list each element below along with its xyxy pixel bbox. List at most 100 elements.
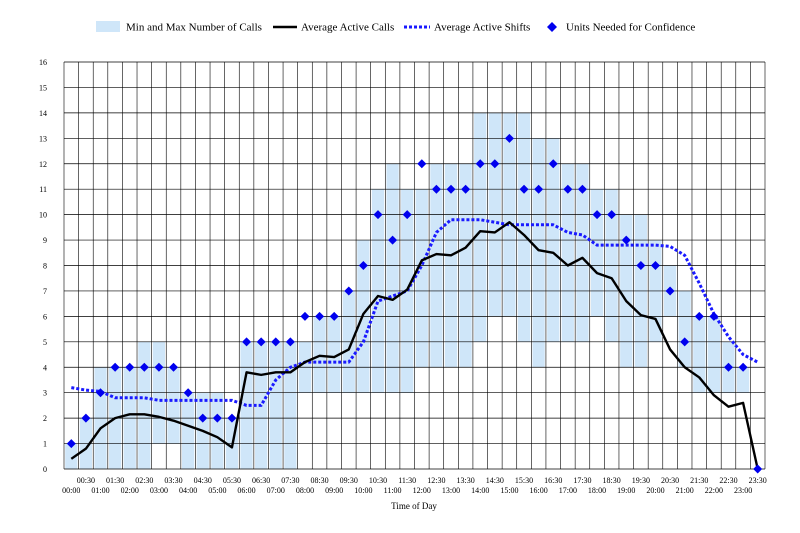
confidence-point bbox=[198, 413, 208, 423]
range-bar bbox=[736, 367, 750, 393]
x-tick-label: 12:00 bbox=[413, 486, 431, 495]
confidence-point bbox=[475, 159, 485, 169]
range-bar bbox=[576, 163, 589, 342]
legend-swatch-confidence bbox=[547, 22, 557, 32]
range-bar bbox=[415, 189, 428, 368]
x-tick-label: 09:00 bbox=[325, 486, 343, 495]
legend-swatch-range bbox=[96, 21, 120, 32]
confidence-point bbox=[577, 184, 587, 194]
range-bar bbox=[284, 341, 297, 469]
x-tick-label: 06:30 bbox=[252, 476, 270, 485]
range-bar bbox=[328, 316, 341, 393]
confidence-point bbox=[607, 210, 617, 220]
x-tick-label: 19:30 bbox=[632, 476, 650, 485]
x-tick-label: 18:30 bbox=[603, 476, 621, 485]
x-tick-label: 10:30 bbox=[369, 476, 387, 485]
x-tick-label: 11:30 bbox=[398, 476, 416, 485]
legend-label-range: Min and Max Number of Calls bbox=[126, 22, 262, 34]
x-tick-label: 07:30 bbox=[281, 476, 299, 485]
x-tick-label: 01:00 bbox=[91, 486, 109, 495]
confidence-point bbox=[169, 362, 179, 372]
legend: Min and Max Number of Calls Average Activ… bbox=[96, 21, 695, 34]
legend-label-confidence: Units Needed for Confidence bbox=[566, 22, 695, 34]
y-tick-label: 5 bbox=[43, 338, 47, 347]
y-tick-label: 16 bbox=[39, 58, 47, 67]
confidence-point bbox=[650, 261, 660, 270]
range-bar bbox=[269, 341, 282, 469]
x-tick-label: 20:00 bbox=[646, 486, 664, 495]
confidence-point bbox=[66, 439, 76, 449]
range-bar bbox=[707, 316, 720, 393]
y-tick-label: 15 bbox=[39, 83, 47, 92]
confidence-point bbox=[504, 133, 514, 143]
confidence-point bbox=[461, 184, 471, 194]
x-tick-label: 21:30 bbox=[690, 476, 708, 485]
confidence-point bbox=[96, 388, 106, 398]
y-tick-label: 4 bbox=[43, 363, 47, 372]
confidence-point bbox=[694, 311, 704, 321]
x-tick-label: 04:30 bbox=[194, 476, 212, 485]
confidence-point bbox=[431, 184, 441, 194]
x-axis-title: Time of Day bbox=[391, 501, 437, 511]
x-tick-label: 08:30 bbox=[310, 476, 328, 485]
legend-label-calls: Average Active Calls bbox=[301, 22, 394, 34]
x-tick-label: 14:00 bbox=[471, 486, 489, 495]
x-tick-label: 02:30 bbox=[135, 476, 153, 485]
y-tick-label: 8 bbox=[43, 262, 47, 271]
confidence-point bbox=[329, 311, 339, 321]
range-bar bbox=[532, 138, 545, 368]
x-tick-label: 17:00 bbox=[559, 486, 577, 495]
x-tick-label: 00:30 bbox=[77, 476, 95, 485]
legend-label-shifts: Average Active Shifts bbox=[434, 22, 530, 34]
x-tick-label: 14:30 bbox=[486, 476, 504, 485]
x-tick-label: 03:00 bbox=[150, 486, 168, 495]
x-tick-label: 10:00 bbox=[354, 486, 372, 495]
confidence-point bbox=[753, 464, 763, 474]
confidence-point bbox=[738, 362, 748, 372]
confidence-point bbox=[256, 337, 266, 347]
range-bar bbox=[517, 112, 531, 342]
confidence-point bbox=[548, 159, 558, 169]
x-tick-label: 00:00 bbox=[62, 486, 80, 495]
y-tick-label: 3 bbox=[43, 389, 47, 398]
y-tick-label: 10 bbox=[39, 211, 47, 220]
x-tick-label: 22:30 bbox=[719, 476, 737, 485]
confidence-point bbox=[285, 337, 295, 347]
confidence-point bbox=[446, 184, 456, 194]
confidence-point bbox=[183, 388, 193, 398]
confidence-point bbox=[373, 210, 383, 220]
y-tick-label: 7 bbox=[43, 287, 47, 296]
confidence-point bbox=[519, 184, 529, 194]
confidence-point bbox=[242, 337, 252, 347]
grid bbox=[63, 61, 766, 470]
x-tick-label: 15:00 bbox=[500, 486, 518, 495]
x-tick-label: 08:00 bbox=[296, 486, 314, 495]
average-active-calls-line bbox=[70, 221, 759, 470]
x-tick-label: 06:00 bbox=[237, 486, 255, 495]
x-tick-label: 05:00 bbox=[208, 486, 226, 495]
range-bar bbox=[386, 163, 399, 393]
x-tick-label: 04:00 bbox=[179, 486, 197, 495]
y-tick-label: 11 bbox=[39, 185, 47, 194]
x-tick-label: 02:00 bbox=[121, 486, 139, 495]
range-bar bbox=[167, 367, 180, 444]
confidence-point bbox=[709, 311, 719, 321]
y-tick-label: 1 bbox=[43, 440, 47, 449]
confidence-point bbox=[723, 362, 733, 372]
confidence-point bbox=[271, 337, 281, 347]
x-tick-label: 21:00 bbox=[676, 486, 694, 495]
x-tick-label: 12:30 bbox=[427, 476, 445, 485]
confidence-points bbox=[66, 133, 763, 474]
x-tick-label: 13:30 bbox=[456, 476, 474, 485]
confidence-point bbox=[125, 362, 135, 372]
confidence-point bbox=[636, 261, 646, 270]
x-tick-label: 16:30 bbox=[544, 476, 562, 485]
x-tick-label: 01:30 bbox=[106, 476, 124, 485]
confidence-point bbox=[621, 235, 631, 245]
confidence-point bbox=[417, 159, 427, 169]
confidence-point bbox=[212, 413, 222, 423]
range-bar bbox=[678, 290, 691, 368]
x-tick-label: 17:30 bbox=[573, 476, 591, 485]
